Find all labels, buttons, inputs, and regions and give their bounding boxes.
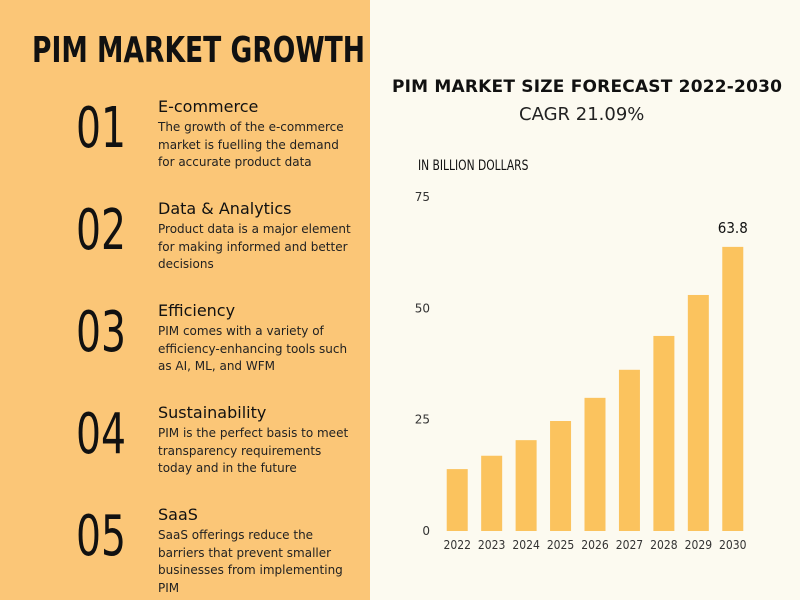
item-heading: Data & Analytics <box>158 199 292 218</box>
y-tick-label: 25 <box>415 413 430 427</box>
x-tick-label: 2024 <box>512 538 540 552</box>
item-heading: Sustainability <box>158 403 267 422</box>
item-description: SaaS offerings reduce the barriers that … <box>158 528 343 595</box>
page-title: PIM MARKET GROWTH <box>32 30 366 71</box>
x-tick-label: 2023 <box>478 538 505 552</box>
y-tick-label: 50 <box>415 301 430 315</box>
left-panel: PIM MARKET GROWTH 01 E-commerce The grow… <box>0 0 370 600</box>
bar-2022 <box>446 469 468 531</box>
bar-2029 <box>687 294 709 531</box>
bar-2028 <box>653 335 675 531</box>
data-label: 63.8 <box>718 219 748 237</box>
bar-2024 <box>515 440 537 531</box>
x-tick-label: 2027 <box>616 538 643 552</box>
bar-2030 <box>722 246 744 532</box>
item-description: PIM comes with a variety of efficiency-e… <box>158 324 348 373</box>
item-description: Product data is a major element for maki… <box>158 222 351 271</box>
x-tick-label: 2028 <box>650 538 678 552</box>
x-tick-label: 2025 <box>547 538 574 552</box>
x-tick-label: 2029 <box>685 538 713 552</box>
item-number: 01 <box>76 96 126 161</box>
chart-subtitle: CAGR 21.09% <box>519 104 645 125</box>
item-number: 03 <box>76 300 126 365</box>
item-number: 04 <box>76 402 126 467</box>
bar-2025 <box>550 421 572 531</box>
chart-y-axis-label: IN BILLION DOLLARS <box>418 158 529 174</box>
item-number: 02 <box>76 198 126 263</box>
bar-2023 <box>481 455 503 531</box>
item-description: The growth of the e-commerce market is f… <box>158 120 344 169</box>
y-tick-label: 75 <box>415 190 430 204</box>
x-tick-label: 2030 <box>719 538 747 552</box>
item-heading: E-commerce <box>158 97 259 116</box>
item-heading: Efficiency <box>158 301 236 320</box>
y-tick-label: 0 <box>422 524 430 538</box>
bar-2026 <box>584 397 606 531</box>
x-tick-label: 2026 <box>581 538 609 552</box>
item-description: PIM is the perfect basis to meet transpa… <box>158 426 349 475</box>
x-tick-label: 2022 <box>443 538 470 552</box>
chart-title: PIM MARKET SIZE FORECAST 2022-2030 <box>392 77 783 97</box>
item-number: 05 <box>76 504 126 569</box>
bar-2027 <box>618 369 640 531</box>
item-heading: SaaS <box>158 505 198 524</box>
